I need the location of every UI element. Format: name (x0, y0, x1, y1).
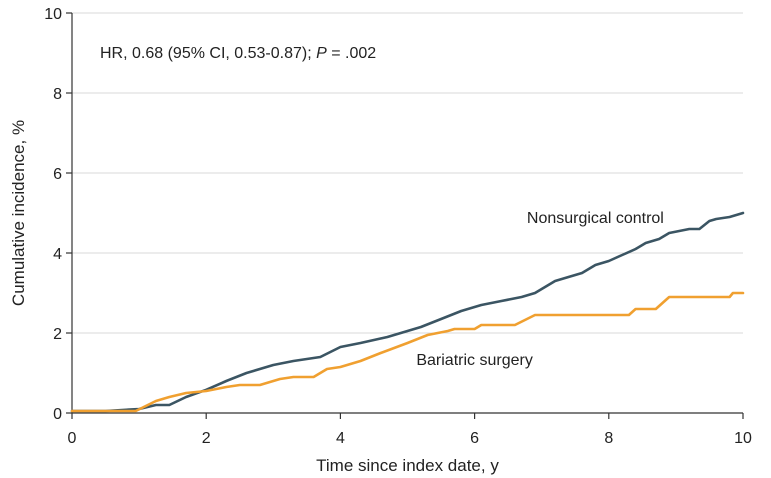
hazard-ratio-annotation: HR, 0.68 (95% CI, 0.53-0.87); P = .002 (100, 45, 376, 62)
x-tick-label-4: 4 (336, 430, 345, 447)
p-symbol: P (316, 45, 327, 62)
x-tick-label-10: 10 (734, 430, 752, 447)
series-label-1: Bariatric surgery (416, 352, 532, 369)
y-tick-label-2: 2 (53, 326, 62, 343)
x-axis-label: Time since index date, y (316, 456, 499, 475)
x-tick-label-0: 0 (68, 430, 77, 447)
p-value-text: = .002 (327, 45, 376, 62)
y-axis-label: Cumulative incidence, % (9, 120, 28, 306)
series-line-1 (70, 291, 745, 413)
x-tick-label-8: 8 (604, 430, 613, 447)
y-tick-label-6: 6 (53, 166, 62, 183)
y-tick-label-0: 0 (53, 406, 62, 423)
x-tick-label-6: 6 (470, 430, 479, 447)
y-tick-label-10: 10 (44, 6, 62, 23)
grid-lines (72, 12, 743, 334)
y-tick-label-8: 8 (53, 86, 62, 103)
y-tick-label-4: 4 (53, 246, 62, 263)
series-lines (70, 211, 745, 413)
series-line-0 (70, 211, 745, 413)
series-label-0: Nonsurgical control (527, 210, 664, 227)
chart-text: HR, 0.68 (95% CI, 0.53-0.87); P = .002 T… (9, 45, 664, 475)
x-tick-label-2: 2 (202, 430, 211, 447)
hazard-ratio-text: HR, 0.68 (95% CI, 0.53-0.87); (100, 45, 316, 62)
axes: 0 2 4 6 8 10 0 2 4 6 8 10 (44, 6, 752, 447)
